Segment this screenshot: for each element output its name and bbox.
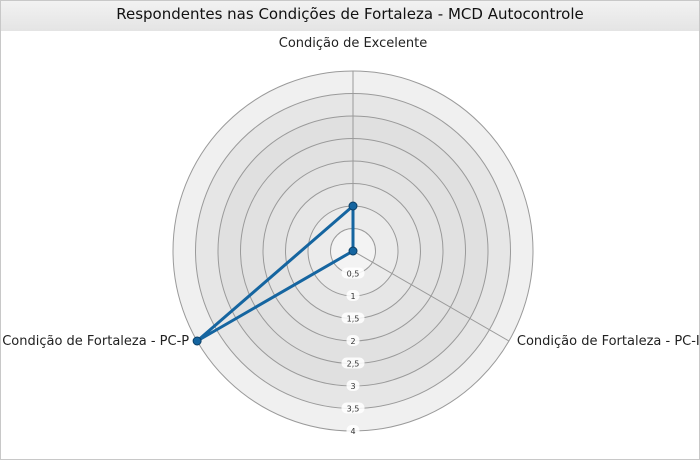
tick-label-bg [346,425,360,436]
axis-label: Condição de Excelente [279,36,427,51]
tick-label: 3,5 [347,405,360,414]
tick-label-bg [346,335,360,346]
axis-label: Condição de Fortaleza - PC-P [2,334,189,349]
axis-label: Condição de Fortaleza - PC-I [517,334,699,349]
tick-label: 4 [350,427,355,436]
data-point [192,336,202,346]
axis-spoke [352,250,510,342]
tick-label: 0,5 [347,270,360,279]
tick-label: 3 [350,382,355,391]
tick-label: 2 [350,337,355,346]
data-point [348,246,358,256]
tick-label-bg [341,312,365,324]
tick-label-bg [341,402,365,414]
data-point [348,201,358,211]
series-line [195,204,355,343]
tick-label-bg [341,357,365,369]
tick-label: 1,5 [347,315,360,324]
chart-title: Respondentes nas Condições de Fortaleza … [1,1,699,31]
tick-label-bg [346,380,360,391]
tick-label: 2,5 [347,360,360,369]
tick-label-bg [341,267,365,279]
tick-label-bg [346,290,360,301]
tick-label: 1 [350,292,355,301]
